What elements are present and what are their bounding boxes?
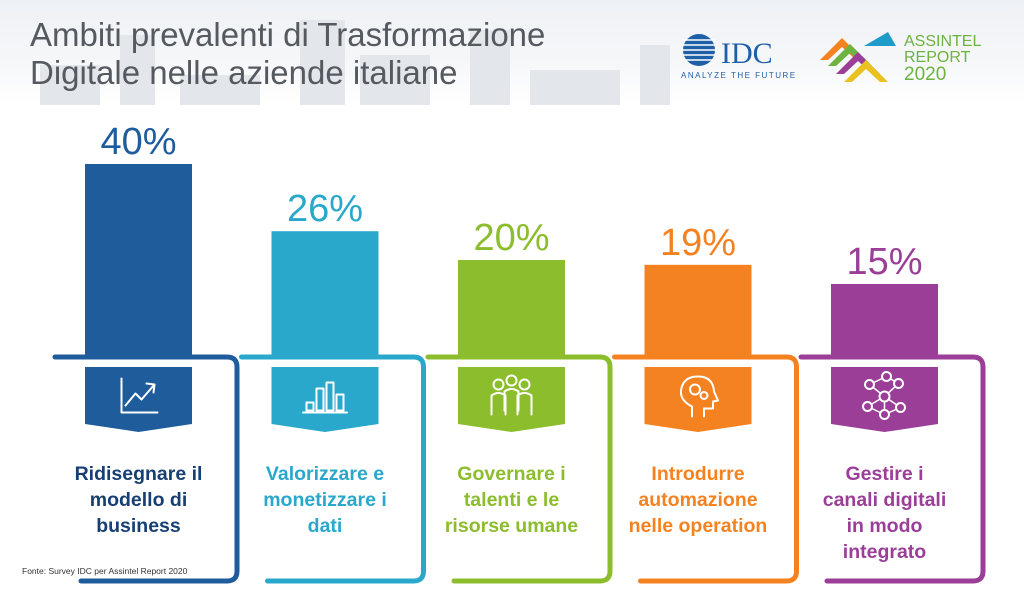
idc-globe-icon	[683, 34, 715, 66]
category-label-line: dati	[308, 515, 343, 537]
category-label: Gestire i canali digitali in modo integrato	[823, 463, 947, 563]
category-label-line: monetizzare i	[263, 489, 387, 511]
category-bracket	[52, 354, 240, 584]
category-label-line: Governare i	[457, 463, 565, 485]
category-label-line: risorse umane	[445, 515, 578, 537]
icon-band	[644, 367, 752, 432]
data-label: 15%	[846, 241, 922, 283]
source-note: Fonte: Survey IDC per Assintel Report 20…	[22, 566, 188, 576]
page-title: Ambiti prevalenti di Trasformazione Digi…	[30, 16, 545, 92]
category-label-line: talenti e le	[464, 489, 560, 511]
category-label-line: canali digitali	[823, 489, 947, 511]
idc-logo-tagline: ANALYZE THE FUTURE	[681, 71, 797, 80]
category-label-line: Introdurre	[651, 463, 744, 485]
icon-band	[271, 367, 379, 432]
data-label: 20%	[473, 217, 549, 259]
assintel-line-2: REPORT	[904, 49, 971, 66]
title-line-1: Ambiti prevalenti di Trasformazione	[30, 16, 546, 53]
category-label-line: nelle operation	[629, 515, 768, 537]
category-label-line: business	[96, 515, 181, 537]
title-line-2: Digitale nelle aziende italiane	[30, 54, 458, 91]
assintel-line-1: ASSINTEL	[904, 33, 981, 50]
bar	[271, 231, 379, 356]
network-icon	[862, 371, 906, 420]
category-label-line: Gestire i	[845, 463, 923, 485]
bar-group: 26% Valorizzare e monetizzare i dati	[239, 188, 426, 584]
bar-group: 20% Governare i talenti e le risorse umane	[425, 217, 613, 584]
idc-logo: IDC ANALYZE THE FUTURE	[681, 34, 797, 80]
category-label-line: integrato	[843, 541, 927, 563]
category-bracket	[425, 354, 613, 584]
category-label-line: in modo	[847, 515, 923, 537]
category-label-line: Valorizzare e	[266, 463, 384, 485]
category-label-line: automazione	[638, 489, 757, 511]
category-label: Governare i talenti e le risorse umane	[445, 463, 578, 537]
category-bracket	[798, 354, 986, 584]
bar	[644, 264, 752, 356]
icon-band	[85, 367, 192, 432]
category-label-line: Ridisegnare il	[75, 463, 203, 485]
assintel-house-icon	[820, 32, 896, 82]
head-gears-icon	[679, 375, 719, 418]
bar-chart-icon	[302, 381, 348, 414]
category-label: Valorizzare e monetizzare i dati	[263, 463, 387, 537]
bar-chart: 40% Ridisegnare il modello di business 26% Va…	[52, 121, 986, 584]
category-bracket	[239, 354, 426, 584]
bar-group: 19% Introdurre automazione nelle operation	[612, 222, 799, 584]
trend-chart-icon	[120, 377, 159, 414]
bar	[831, 284, 938, 356]
data-label: 40%	[100, 121, 176, 163]
bar-group: 40% Ridisegnare il modello di business	[52, 121, 240, 584]
data-label: 26%	[287, 188, 363, 230]
bar	[85, 164, 192, 356]
assintel-report-logo: ASSINTEL REPORT 2020	[820, 32, 981, 85]
category-bracket	[612, 354, 799, 584]
bar-group: 15% Gestire i canali digitali in modo integr…	[798, 241, 986, 584]
icon-band	[458, 367, 565, 432]
category-label: Ridisegnare il modello di business	[75, 463, 203, 537]
category-label: Introdurre automazione nelle operation	[629, 463, 768, 537]
idc-logo-wordmark: IDC	[721, 37, 773, 70]
category-label-line: modello di	[90, 489, 188, 511]
data-label: 19%	[660, 222, 736, 264]
people-group-icon	[490, 374, 533, 416]
assintel-line-3: 2020	[904, 64, 946, 85]
bar	[458, 260, 565, 356]
